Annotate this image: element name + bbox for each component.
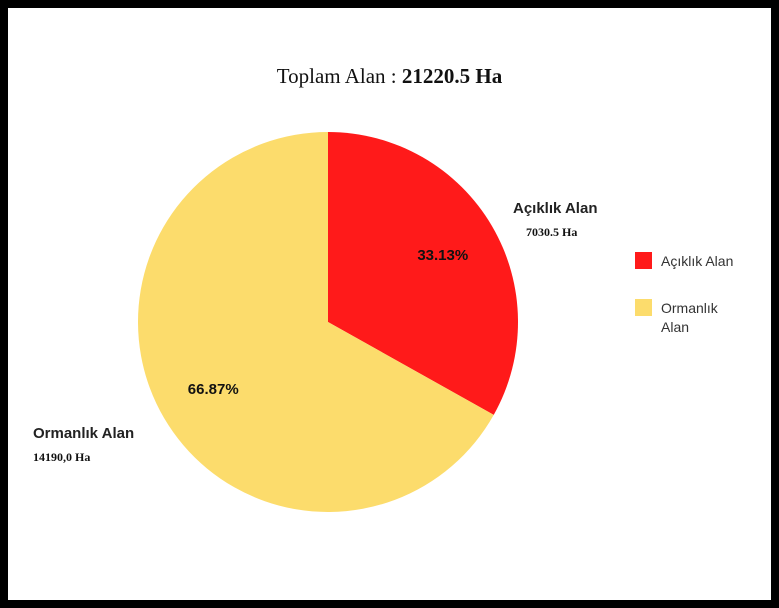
pie-percent-label: 66.87% — [188, 381, 239, 398]
chart-title: Toplam Alan : 21220.5 Ha — [0, 64, 779, 89]
pie-percent-label: 33.13% — [417, 247, 468, 264]
legend-swatch-aciklik — [635, 252, 652, 269]
pie-slices — [137, 132, 518, 513]
legend-label-aciklik: Açıklık Alan — [661, 253, 734, 269]
legend-swatch-ormanlik — [635, 299, 652, 316]
chart-title-value: 21220.5 Ha — [401, 64, 503, 88]
legend-item-ormanlik[interactable]: Ormanlık Alan — [635, 299, 741, 337]
pie-slice-name-label: Ormanlık Alan — [33, 425, 134, 442]
chart-title-prefix: Toplam Alan : — [276, 64, 402, 88]
pie-slice-name-label: Açıklık Alan — [513, 200, 597, 217]
legend-label-ormanlik: Ormanlık Alan — [661, 300, 718, 335]
pie-slice-aciklik[interactable] — [328, 132, 518, 415]
legend: Açıklık Alan Ormanlık Alan — [635, 252, 741, 365]
pie-labels: 33.13% Açıklık Alan 7030.5 Ha 66.87% Ormanlı… — [33, 200, 597, 464]
pie-slice-value-label: 7030.5 Ha — [526, 225, 577, 239]
legend-item-aciklik[interactable]: Açıklık Alan — [635, 252, 741, 271]
pie-slice-value-label: 14190,0 Ha — [33, 450, 90, 464]
pie-slice-ormanlik[interactable] — [137, 132, 494, 513]
